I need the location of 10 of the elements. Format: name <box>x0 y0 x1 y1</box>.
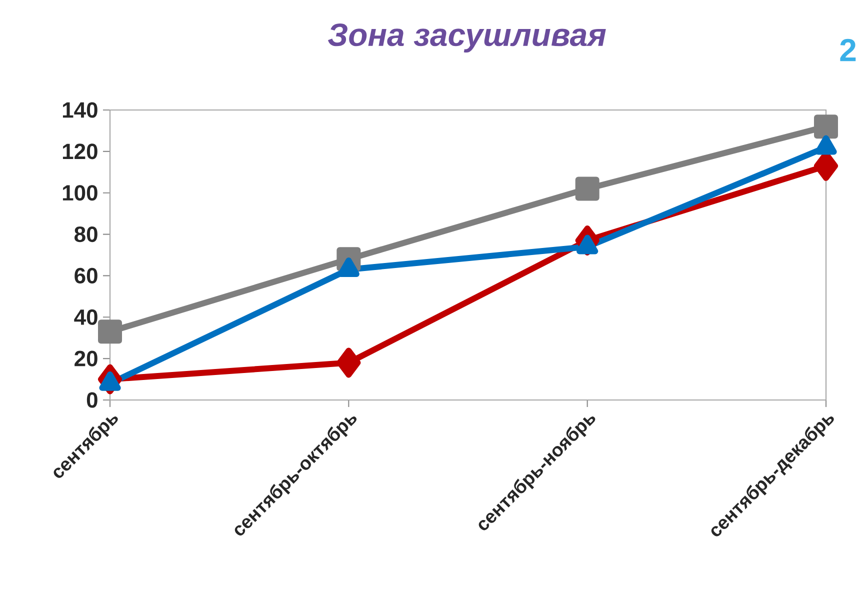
y-tick-label: 120 <box>62 144 98 160</box>
y-tick-label: 40 <box>74 309 98 325</box>
text: 2 <box>840 38 856 62</box>
y-tick-label: 80 <box>74 226 98 242</box>
y-tick-label: 140 <box>62 102 98 118</box>
y-tick-label: 0 <box>86 392 98 408</box>
y-tick-label: 60 <box>74 268 98 284</box>
y-tick-label: 100 <box>62 185 98 201</box>
y-tick-label: 20 <box>74 350 98 366</box>
chart-title: Зона засушливая <box>328 24 606 52</box>
